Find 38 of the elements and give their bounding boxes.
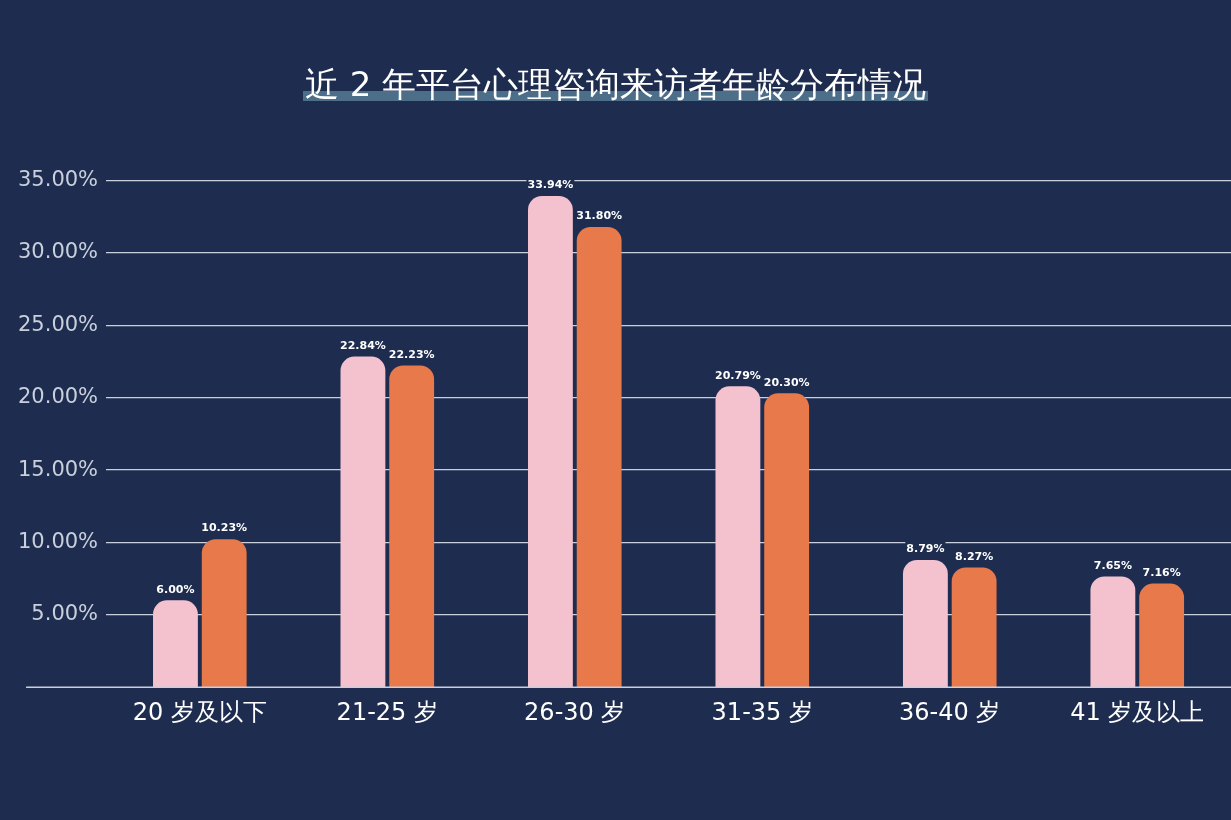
data-label: 6.00% [156,582,195,596]
y-tick-label: 25.00% [17,311,99,336]
data-label: 7.16% [1142,565,1181,579]
bar [153,600,198,688]
bar [951,567,997,688]
bar [715,386,761,688]
bar [1139,583,1185,688]
y-tick-label: 10.00% [17,528,99,553]
x-tick-label: 21-25 岁 [336,697,438,726]
chart-title: 近 2 年平台心理咨询来访者年龄分布情况 [302,64,929,104]
data-label: 22.84% [340,338,386,352]
y-tick-label: 5.00% [31,601,99,626]
bar [576,226,622,688]
y-tick-label: 35.00% [17,167,99,192]
bar [1090,576,1136,688]
data-label: 33.94% [527,178,574,192]
data-label: 8.79% [906,542,945,556]
bar [340,356,386,688]
data-label: 20.30% [763,375,810,389]
bar [201,539,247,688]
x-tick-label: 20 岁及以下 [132,697,267,726]
bar [764,393,810,688]
data-label: 20.79% [714,368,761,382]
data-label: 22.23% [388,347,435,361]
data-label: 7.65% [1093,558,1132,572]
data-label: 10.23% [201,521,248,535]
bar [528,195,573,688]
y-tick-label: 15.00% [17,456,99,481]
x-tick-label: 41 岁及以上 [1070,697,1205,726]
x-tick-label: 36-40 岁 [899,697,1001,726]
x-tick-label: 31-35 岁 [711,697,813,726]
data-label: 8.27% [955,549,994,563]
y-tick-label: 20.00% [17,384,99,409]
bar [389,365,435,688]
x-tick-label: 26-30 岁 [524,697,626,726]
bar [902,559,948,688]
data-label: 31.80% [576,209,623,223]
y-tick-label: 30.00% [17,239,99,264]
